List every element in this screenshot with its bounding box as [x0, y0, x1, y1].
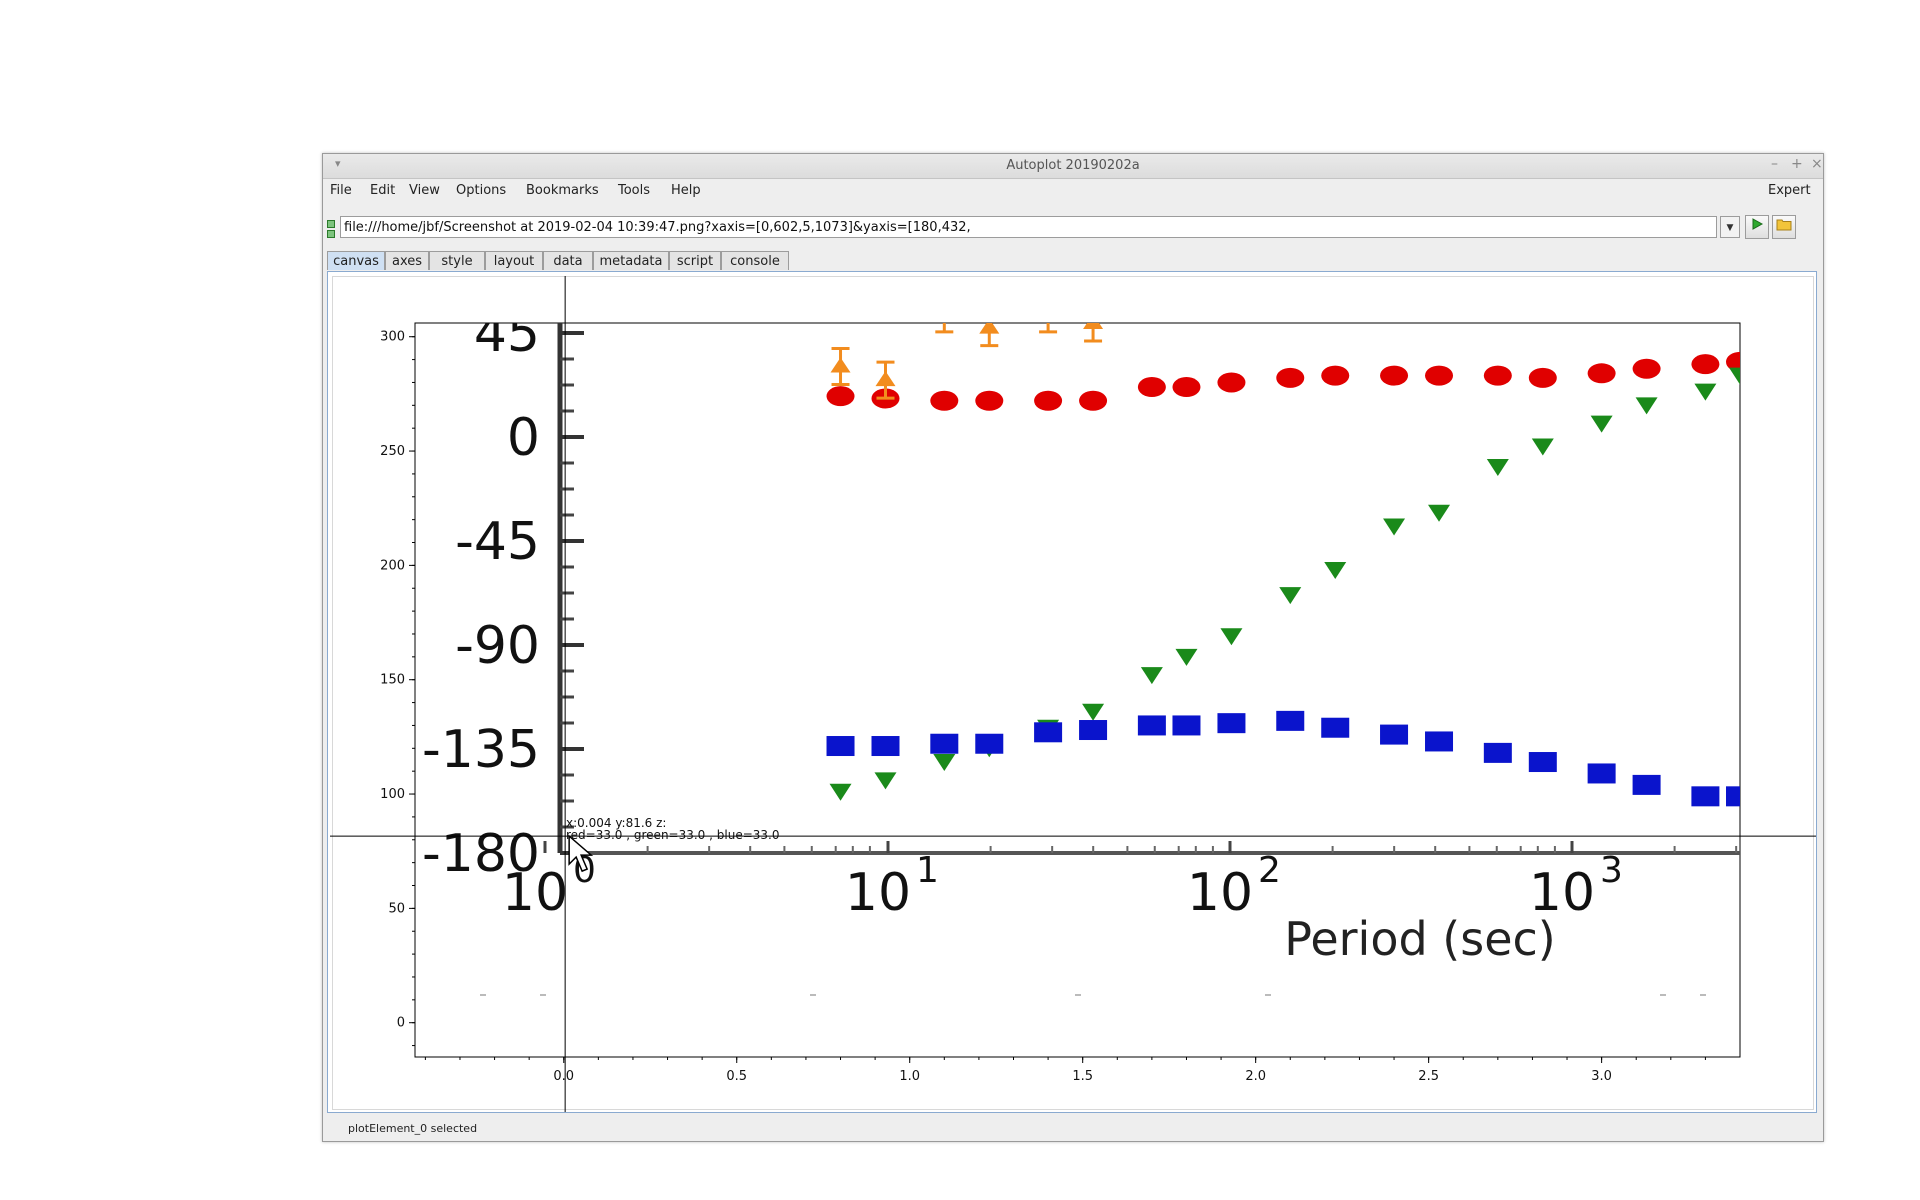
- url-row: file:///home/jbf/Screenshot at 2019-02-0…: [323, 212, 1823, 242]
- menu-options[interactable]: Options: [456, 183, 507, 198]
- menu-help[interactable]: Help: [671, 183, 701, 198]
- close-button[interactable]: ×: [1811, 156, 1823, 172]
- maximize-button[interactable]: +: [1791, 156, 1803, 172]
- window-menu-icon[interactable]: ▾: [335, 157, 341, 170]
- folder-icon: [1776, 219, 1792, 231]
- minimize-button[interactable]: –: [1771, 156, 1778, 172]
- tab-data[interactable]: data: [543, 251, 593, 270]
- menu-view[interactable]: View: [409, 183, 440, 198]
- tab-script[interactable]: script: [669, 251, 721, 270]
- menu-tools[interactable]: Tools: [618, 183, 651, 198]
- open-file-button[interactable]: [1772, 215, 1796, 239]
- canvas-frame: [332, 276, 1814, 1110]
- plot-go-button[interactable]: [1745, 215, 1769, 239]
- window-title: Autoplot 20190202a: [1006, 158, 1140, 173]
- status-bar: plotElement_0 selected: [323, 1118, 1823, 1140]
- play-icon: [1752, 218, 1764, 230]
- url-input[interactable]: file:///home/jbf/Screenshot at 2019-02-0…: [340, 216, 1717, 238]
- autoplot-window: ▾ Autoplot 20190202a – + × File Edit Vie…: [322, 153, 1824, 1142]
- tab-axes[interactable]: axes: [385, 251, 429, 270]
- data-source-icon: [327, 220, 335, 238]
- tab-layout[interactable]: layout: [485, 251, 543, 270]
- url-history-dropdown[interactable]: ▼: [1720, 216, 1740, 238]
- menu-file[interactable]: File: [330, 183, 352, 198]
- menu-bookmarks[interactable]: Bookmarks: [526, 183, 599, 198]
- menu-expert[interactable]: Expert: [1768, 183, 1811, 198]
- tab-console[interactable]: console: [721, 251, 789, 270]
- menu-edit[interactable]: Edit: [370, 183, 396, 198]
- tab-canvas[interactable]: canvas: [327, 251, 385, 270]
- tab-style[interactable]: style: [429, 251, 485, 270]
- tab-metadata[interactable]: metadata: [593, 251, 669, 270]
- menu-bar: File Edit View Options Bookmarks Tools H…: [323, 178, 1823, 202]
- title-bar[interactable]: ▾ Autoplot 20190202a – + ×: [323, 154, 1823, 179]
- canvas-panel: [327, 271, 1817, 1113]
- status-text: plotElement_0 selected: [348, 1122, 478, 1135]
